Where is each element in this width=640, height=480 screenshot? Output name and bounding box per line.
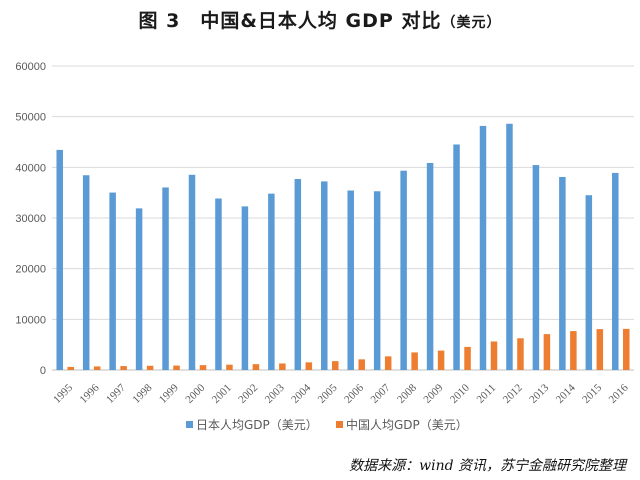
japan-gdp-bar: [135, 208, 143, 370]
china-gdp-bar: [252, 364, 260, 370]
legend-label: 中国人均GDP（美元）: [346, 417, 468, 432]
japan-gdp-bar: [559, 176, 566, 370]
japan-gdp-bar: [162, 187, 169, 370]
china-gdp-bar: [596, 329, 604, 370]
china-gdp-bar: [120, 366, 127, 370]
y-axis-tick-labels: 0 10000 20000 30000 40000 50000 60000: [15, 61, 46, 377]
japan-gdp-bar: [479, 125, 487, 371]
chart-title: 图 3 中国&日本人均 GDP 对比（美元）: [0, 6, 640, 33]
source-note: 数据来源：wind 资讯，苏宁金融研究院整理: [349, 458, 626, 474]
japan-gdp-bar: [56, 149, 63, 370]
y-tick-label: 50000: [15, 112, 46, 124]
japan-gdp-bar: [109, 192, 116, 370]
x-tick-label: 2009: [421, 382, 445, 406]
x-axis-tick-labels: 1995 1996 1997 1998 1999 2000 2001 2002 2003 2004…: [51, 382, 631, 406]
japan-gdp-bar: [82, 175, 90, 370]
china-gdp-bar: [570, 331, 577, 370]
y-tick-label: 10000: [15, 314, 46, 326]
x-tick-label: 2000: [183, 382, 207, 406]
japan-gdp-bar: [453, 144, 460, 370]
legend-japan: 日本人均GDP（美元）: [186, 418, 318, 432]
chart-title-unit: （美元）: [441, 15, 502, 31]
legend-label: 日本人均GDP（美元）: [196, 418, 318, 432]
china-gdp-bar: [226, 364, 233, 370]
x-tick-label: 2012: [501, 382, 525, 406]
china-gdp-bar: [305, 362, 313, 370]
legend: 日本人均GDP（美元） 中国人均GDP（美元）: [186, 417, 468, 432]
china-gdp-bar: [199, 365, 207, 370]
x-tick-label: 2015: [580, 382, 604, 406]
x-tick-label: 2011: [475, 382, 499, 406]
japan-gdp-bar: [268, 193, 275, 370]
japan-gdp-bar: [426, 162, 434, 370]
legend-swatch: [186, 421, 193, 428]
japan-gdp-bar: [400, 170, 407, 370]
china-gdp-bar: [490, 341, 498, 370]
y-tick-label: 30000: [15, 213, 46, 225]
japan-gdp-bar: [585, 195, 593, 370]
x-tick-label: 1995: [51, 382, 75, 406]
china-gdp-bar: [279, 363, 286, 370]
china-gdp-bar: [93, 366, 101, 370]
y-tick-label: 60000: [15, 61, 46, 73]
china-gdp-bar: [437, 350, 445, 370]
x-tick-label: 1999: [157, 382, 181, 406]
china-gdp-bar: [67, 366, 74, 370]
japan-gdp-bar: [506, 123, 513, 370]
legend-china: 中国人均GDP（美元）: [336, 417, 468, 432]
x-tick-label: 2014: [554, 382, 578, 406]
x-tick-label: 2003: [263, 382, 287, 406]
x-tick-label: 2013: [527, 382, 551, 406]
y-tick-label: 0: [40, 365, 46, 377]
x-tick-label: 2016: [607, 382, 631, 406]
china-gdp-bar: [332, 361, 339, 370]
x-tick-label: 2007: [369, 382, 393, 406]
china-gdp-bar: [173, 365, 180, 370]
japan-gdp-bar: [241, 206, 249, 370]
x-tick-label: 2001: [210, 382, 234, 406]
x-tick-label: 1996: [78, 382, 102, 406]
japan-gdp-bar: [321, 181, 328, 370]
bars: [56, 123, 630, 371]
x-tick-label: 2008: [395, 382, 419, 406]
x-tick-label: 2010: [448, 382, 472, 406]
x-tick-label: 2004: [289, 382, 313, 406]
china-gdp-bar: [517, 338, 524, 370]
x-tick-label: 1997: [104, 382, 128, 406]
china-gdp-bar: [384, 356, 392, 370]
x-tick-label: 1998: [130, 382, 154, 406]
japan-gdp-bar: [294, 179, 302, 370]
chart-title-text: 图 3 中国&日本人均 GDP 对比: [138, 10, 442, 32]
china-gdp-bar: [411, 352, 418, 370]
x-tick-label: 2005: [316, 382, 340, 406]
japan-gdp-bar: [373, 191, 381, 370]
japan-gdp-bar: [532, 165, 540, 370]
japan-gdp-bar: [188, 174, 196, 370]
japan-gdp-bar: [347, 190, 354, 370]
y-tick-label: 20000: [15, 264, 46, 276]
china-gdp-bar: [358, 359, 365, 370]
japan-gdp-bar: [215, 198, 222, 370]
china-gdp-bar: [146, 365, 154, 370]
y-tick-label: 40000: [15, 162, 46, 174]
china-gdp-bar: [464, 346, 471, 370]
legend-swatch: [336, 421, 343, 428]
x-tick-label: 2002: [236, 382, 260, 406]
x-tick-label: 2006: [342, 382, 366, 406]
china-gdp-bar: [543, 334, 551, 370]
china-gdp-bar: [623, 328, 630, 370]
japan-gdp-bar: [612, 172, 619, 370]
